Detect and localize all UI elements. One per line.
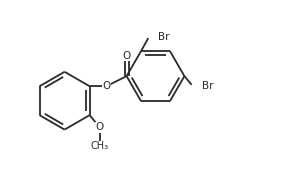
Text: O: O [102,81,111,91]
Text: O: O [95,122,104,132]
Text: O: O [123,51,131,61]
Text: CH₃: CH₃ [91,141,109,151]
Text: Br: Br [202,81,213,91]
Text: Br: Br [158,32,170,42]
